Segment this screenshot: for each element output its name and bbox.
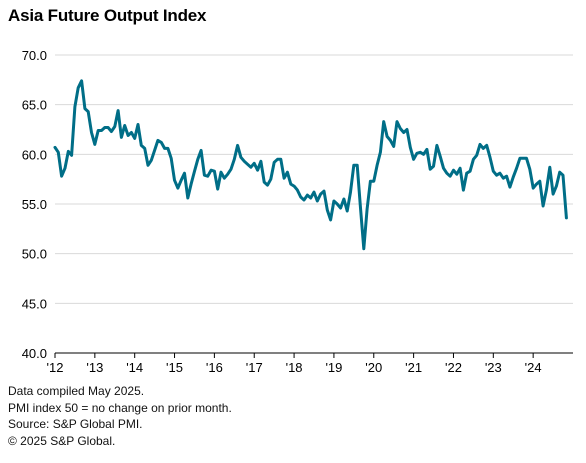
y-tick-label: 60.0 bbox=[22, 147, 47, 162]
x-tick-label: '19 bbox=[325, 360, 342, 375]
note-pmi-definition: PMI index 50 = no change on prior month. bbox=[8, 400, 232, 415]
line-chart: 40.045.050.055.060.065.070.0 '12'13'14'1… bbox=[22, 48, 573, 375]
series-line-0 bbox=[53, 79, 568, 251]
y-tick-label: 65.0 bbox=[22, 98, 47, 113]
x-tick-label: '12 bbox=[47, 360, 64, 375]
gridlines bbox=[55, 54, 573, 304]
x-axis-tick-labels: '12 '13 '14 '15 '16 '17 '18 '19 '20 '21 '22 '23 '24 bbox=[47, 360, 542, 375]
series-group bbox=[53, 79, 568, 251]
x-tick-label: '23 bbox=[485, 360, 502, 375]
x-tick-label: '18 bbox=[286, 360, 303, 375]
x-tick-label: '13 bbox=[86, 360, 103, 375]
y-tick-label: 70.0 bbox=[22, 48, 47, 63]
note-copyright: © 2025 S&P Global. bbox=[8, 433, 116, 448]
x-tick-label: '15 bbox=[166, 360, 183, 375]
y-tick-label: 45.0 bbox=[22, 296, 47, 311]
x-tick-label: '16 bbox=[206, 360, 223, 375]
chart-notes: Data compiled May 2025. PMI index 50 = n… bbox=[8, 383, 232, 449]
y-tick-label: 50.0 bbox=[22, 247, 47, 262]
x-tick-label: '14 bbox=[126, 360, 143, 375]
x-tick-label: '22 bbox=[445, 360, 462, 375]
x-tick-label: '17 bbox=[246, 360, 263, 375]
x-tick-label: '20 bbox=[365, 360, 382, 375]
chart-title: Asia Future Output Index bbox=[8, 6, 207, 25]
note-source: Source: S&P Global PMI. bbox=[8, 417, 143, 431]
y-tick-label: 55.0 bbox=[22, 197, 47, 212]
y-axis-tick-labels: 40.0 45.0 50.0 55.0 60.0 65.0 70.0 bbox=[22, 48, 47, 361]
x-tick-label: '21 bbox=[405, 360, 422, 375]
y-tick-label: 40.0 bbox=[22, 346, 47, 361]
x-axis bbox=[54, 352, 573, 358]
x-tick-label: '24 bbox=[525, 360, 542, 375]
note-data-compiled: Data compiled May 2025. bbox=[8, 384, 145, 398]
